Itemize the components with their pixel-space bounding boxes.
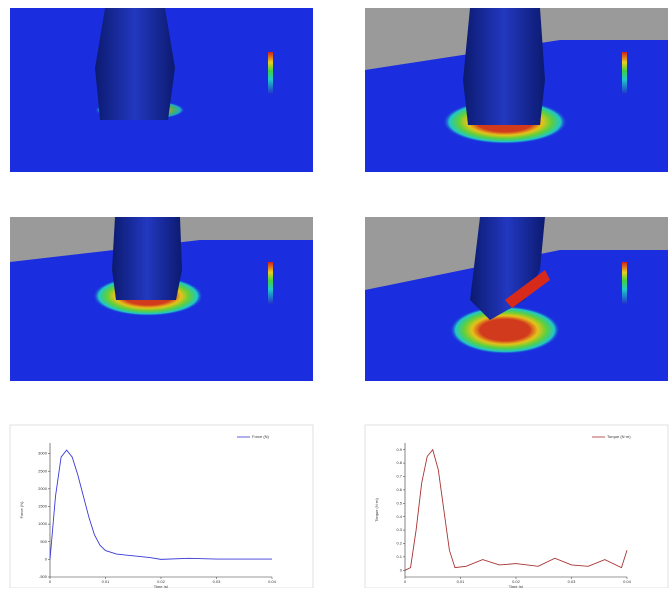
y-tick-label: 2500 (38, 468, 48, 473)
y-tick-label: 0.2 (396, 541, 402, 546)
x-tick-label: 0.04 (268, 579, 277, 584)
y-tick-label: 0.1 (396, 554, 402, 559)
y-axis-label: Force (N) (19, 501, 24, 519)
y-tick-label: 0.5 (396, 500, 402, 505)
legend-label: Force (N) (252, 434, 270, 439)
y-tick-label: 0.8 (396, 460, 402, 465)
x-tick-label: 0.04 (623, 579, 632, 584)
y-tick-label: 1000 (38, 521, 48, 526)
y-tick-label: -500 (39, 574, 48, 579)
y-tick-label: 2000 (38, 486, 48, 491)
x-axis-label: Time (s) (509, 584, 524, 588)
x-tick-label: 0.01 (457, 579, 466, 584)
x-tick-label: 0.01 (102, 579, 111, 584)
x-tick-label: 0.03 (568, 579, 577, 584)
sim-panel (10, 217, 313, 381)
figure: -50005001000150020002500300000.010.020.0… (0, 0, 672, 588)
y-axis-label: Torque (N·m) (374, 498, 379, 522)
sim-panel (365, 8, 668, 172)
y-tick-label: 1500 (38, 504, 48, 509)
chart-frame (10, 425, 313, 588)
x-axis-label: Time (s) (154, 584, 169, 588)
legend-label: Torque (N·m) (607, 434, 631, 439)
y-tick-label: 0.7 (396, 474, 402, 479)
y-tick-label: 0.4 (396, 514, 402, 519)
sim-panel (365, 217, 668, 381)
x-tick-label: 0.03 (213, 579, 222, 584)
y-tick-label: 0.6 (396, 487, 402, 492)
y-tick-label: 0.3 (396, 527, 402, 532)
y-tick-label: 0.9 (396, 447, 402, 452)
y-tick-label: 3000 (38, 451, 48, 456)
sim-panel (10, 8, 313, 172)
y-tick-label: 500 (40, 539, 47, 544)
